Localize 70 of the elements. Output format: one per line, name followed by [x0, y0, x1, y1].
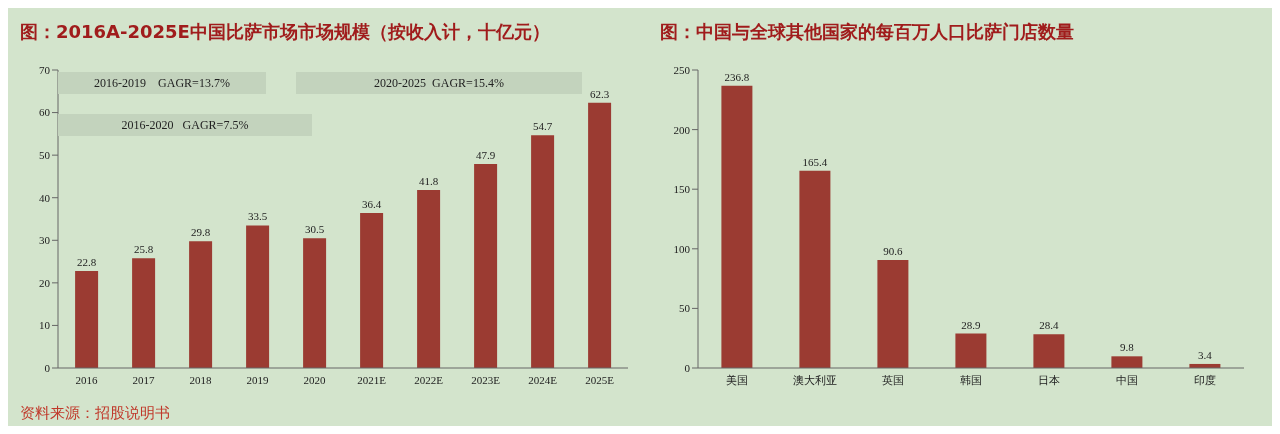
data-label: 9.8 — [1120, 341, 1135, 354]
x-tick-label: 2017 — [132, 373, 155, 386]
x-tick-label: 澳大利亚 — [793, 373, 837, 386]
chart-title: 图：2016A-2025E中国比萨市场市场规模（按收入计，十亿元） — [20, 20, 550, 44]
bar — [474, 164, 498, 368]
data-label: 28.9 — [961, 318, 982, 331]
x-tick-label: 英国 — [882, 373, 904, 386]
x-tick-label: 日本 — [1038, 373, 1060, 386]
x-tick-label: 韩国 — [960, 373, 982, 386]
bar — [531, 135, 555, 368]
bar — [189, 241, 213, 368]
y-tick-label: 200 — [673, 123, 691, 136]
data-label: 33.5 — [247, 210, 268, 223]
data-label: 54.7 — [532, 120, 553, 133]
bar — [721, 85, 753, 368]
data-label: 41.8 — [418, 175, 439, 188]
x-tick-label: 2019 — [246, 373, 269, 386]
bar — [1033, 334, 1065, 368]
data-label: 165.4 — [802, 155, 828, 168]
y-tick-label: 20 — [39, 276, 51, 289]
y-tick-label: 250 — [673, 63, 691, 76]
data-label: 90.6 — [883, 245, 904, 257]
y-tick-label: 10 — [39, 319, 51, 332]
note-box: 2016-2020 GAGR=7.5% — [58, 114, 312, 136]
y-tick-label: 50 — [39, 149, 51, 162]
bar — [588, 102, 612, 368]
x-tick-label: 中国 — [1116, 373, 1138, 386]
y-tick-label: 30 — [39, 234, 51, 247]
bar — [417, 190, 441, 368]
x-tick-label: 2022E — [414, 373, 444, 386]
bar — [132, 258, 156, 368]
bar — [360, 213, 384, 368]
data-label: 3.4 — [1198, 348, 1213, 361]
note-box: 2020-2025 GAGR=15.4% — [296, 72, 582, 94]
data-label: 29.8 — [190, 226, 211, 239]
bar — [877, 260, 909, 368]
bar — [246, 225, 270, 368]
y-tick-label: 0 — [44, 361, 51, 374]
data-label: 28.4 — [1039, 319, 1060, 332]
y-tick-label: 50 — [679, 302, 691, 315]
bar — [75, 270, 99, 368]
x-tick-label: 2025E — [585, 373, 615, 386]
y-tick-label: 0 — [684, 361, 691, 374]
y-tick-label: 70 — [39, 63, 51, 76]
bar — [1111, 356, 1143, 368]
data-label: 47.9 — [475, 149, 496, 162]
x-tick-label: 2023E — [471, 373, 501, 386]
chart-title: 图：中国与全球其他国家的每百万人口比萨门店数量 — [660, 20, 1074, 44]
data-label: 62.3 — [589, 87, 610, 100]
x-tick-label: 2024E — [528, 373, 558, 386]
data-label: 30.5 — [304, 223, 325, 236]
x-tick-label: 2016 — [75, 373, 98, 386]
x-tick-label: 美国 — [726, 373, 748, 386]
data-label: 25.8 — [133, 243, 154, 256]
data-label: 36.4 — [361, 198, 382, 211]
bar — [955, 333, 987, 368]
text: 资料来源：招股说明书 — [20, 404, 170, 423]
note-box: 2016-2019 GAGR=13.7% — [58, 72, 266, 94]
bar — [303, 238, 327, 368]
y-tick-label: 40 — [39, 191, 51, 204]
bar — [799, 170, 831, 368]
data-label: 236.8 — [724, 70, 750, 83]
x-tick-label: 2020 — [303, 373, 326, 386]
x-tick-label: 印度 — [1194, 373, 1216, 386]
x-tick-label: 2018 — [189, 373, 212, 386]
data-label: 22.8 — [76, 255, 97, 268]
y-tick-label: 60 — [39, 106, 51, 119]
x-tick-label: 2021E — [357, 373, 387, 386]
y-tick-label: 100 — [673, 242, 691, 255]
y-tick-label: 150 — [673, 183, 691, 196]
